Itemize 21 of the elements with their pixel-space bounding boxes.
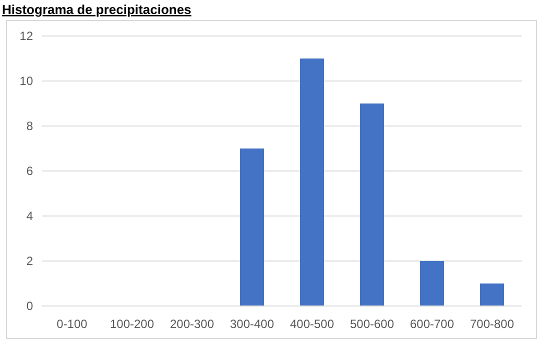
y-tick-label: 12 [20, 29, 34, 44]
y-tick-label: 4 [26, 209, 34, 224]
bar [300, 58, 324, 306]
x-tick-label: 300-400 [230, 317, 274, 331]
chart-title: Histograma de precipitaciones [2, 2, 192, 17]
x-tick-label: 0-100 [56, 317, 88, 331]
x-tick-label: 400-500 [290, 317, 334, 331]
bar [480, 284, 504, 306]
y-tick-label: 2 [26, 254, 34, 268]
x-tick-label: 200-300 [170, 317, 214, 331]
x-tick-label: 700-800 [470, 317, 514, 331]
bar [240, 148, 264, 306]
y-tick-label: 0 [26, 299, 34, 314]
y-tick-label: 6 [26, 164, 34, 178]
y-tick-label: 8 [26, 119, 34, 134]
bar [420, 261, 444, 306]
bar [360, 104, 384, 306]
x-tick-label: 500-600 [350, 317, 394, 331]
y-tick-label: 10 [20, 74, 34, 88]
x-tick-label: 600-700 [410, 317, 454, 331]
x-tick-label: 100-200 [110, 317, 154, 331]
